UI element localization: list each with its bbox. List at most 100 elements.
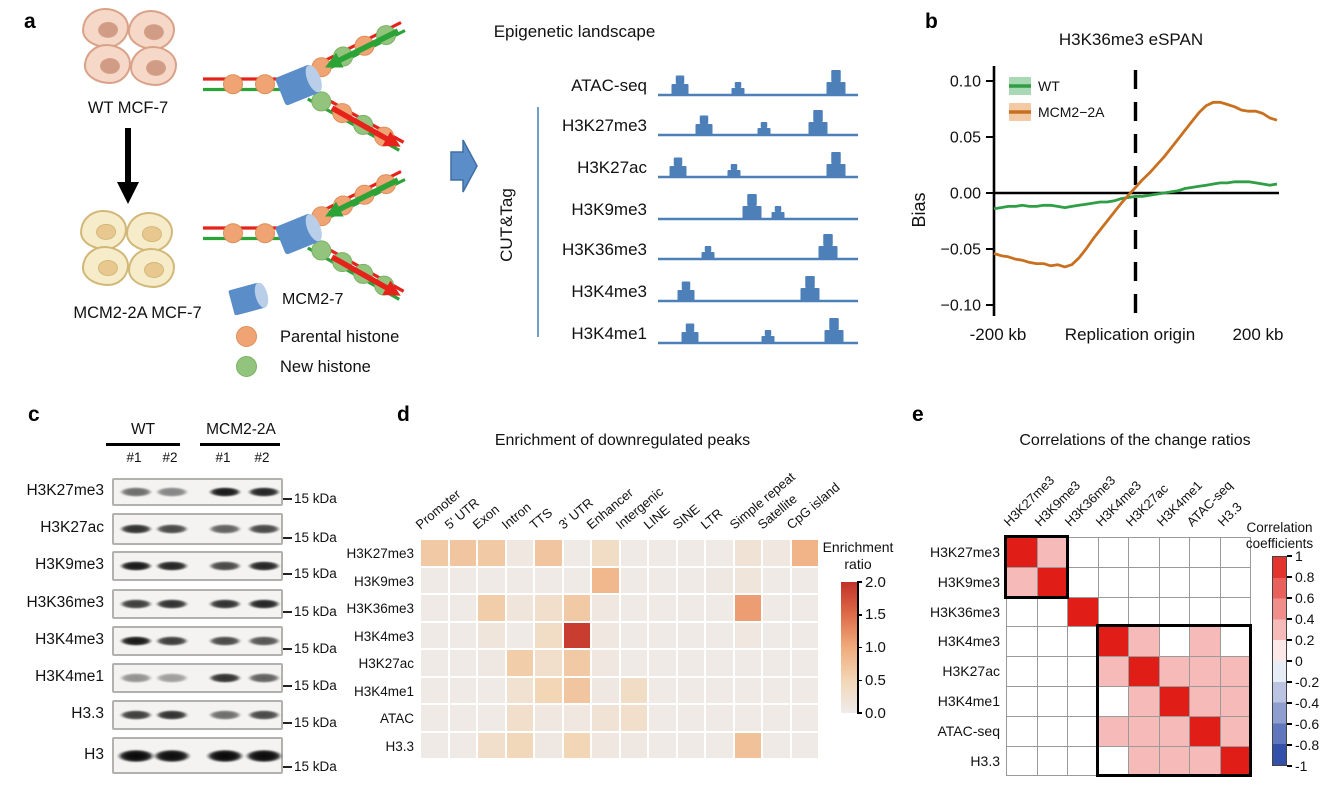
heatmap-cell [563, 677, 590, 703]
wb-row-label: H3K9me3 [35, 556, 104, 573]
heatmap-cell [763, 705, 790, 731]
heatmap-cell [620, 540, 647, 566]
heatmap-cell [563, 650, 590, 676]
wb-band [205, 709, 245, 721]
heatmap-cell [592, 540, 619, 566]
wb-band [149, 747, 195, 764]
fork-MCM2-2A [203, 170, 406, 301]
heatmap-cell [734, 567, 761, 593]
heatmap-cell [791, 677, 818, 703]
fork-WT [203, 21, 406, 152]
heatmap-cell [734, 677, 761, 703]
colorbar-gradient [841, 582, 857, 713]
correlation-colorbar-title-1: Correlation [1246, 520, 1313, 535]
heatmap-cell [563, 732, 590, 758]
wb-band [244, 598, 284, 610]
correlation-cell [1037, 657, 1067, 686]
colorbar-tick: 2.0 [865, 573, 886, 591]
cell-nucleus [143, 261, 165, 279]
correlation-cell [1037, 627, 1067, 657]
heatmap-cell [478, 567, 505, 593]
correlation-cell [1068, 567, 1098, 597]
heatmap-cell [649, 677, 676, 703]
correlation-cell [1159, 746, 1189, 776]
correlation-cell [1098, 627, 1128, 657]
track-label: H3K27me3 [561, 116, 647, 135]
wb-band [113, 747, 160, 764]
correlation-cell [1220, 716, 1250, 746]
correlation-cell [1220, 686, 1250, 716]
correlation-title: Correlations of the change ratios [1019, 432, 1251, 449]
heatmap-cell [649, 650, 676, 676]
wb-band [116, 598, 157, 610]
correlation-cell [1037, 597, 1067, 627]
svg-text:WT: WT [1038, 78, 1060, 94]
colorbar-tick: 0.4 [1295, 610, 1315, 627]
correlation-cell [1129, 657, 1159, 686]
enrichment-row-label: H3K9me3 [353, 573, 414, 589]
wb-size-marker: 15 kDa [283, 604, 337, 619]
colorbar-tick: 1 [1295, 547, 1303, 564]
correlation-cell [1098, 716, 1128, 746]
heatmap-cell [592, 650, 619, 676]
heatmap-cell [506, 622, 533, 648]
wb-band [116, 486, 157, 498]
heatmap-cell [535, 732, 562, 758]
track-label: H3K4me3 [571, 282, 647, 301]
heatmap-cell [620, 650, 647, 676]
heatmap-cell [592, 567, 619, 593]
heatmap-cell [535, 650, 562, 676]
heatmap-cell [734, 622, 761, 648]
heatmap-cell [478, 650, 505, 676]
heatmap-cell [535, 540, 562, 566]
svg-text:-200 kb: -200 kb [970, 325, 1027, 344]
wb-band [152, 523, 192, 535]
parental-histone [223, 223, 243, 244]
heatmap-cell [763, 540, 790, 566]
correlation-cell [1220, 538, 1250, 567]
heatmap-cell [677, 622, 704, 648]
correlation-cell [1098, 657, 1128, 686]
correlation-cell [1007, 538, 1037, 567]
wb-band [244, 709, 284, 721]
heatmap-cell [734, 732, 761, 758]
wb-band [205, 560, 245, 572]
colorbar-tick: -0.8 [1295, 736, 1320, 753]
new-histone [311, 91, 332, 112]
series-WT [993, 180, 1278, 211]
parental-histone [223, 74, 243, 95]
wb-lane-label: #2 [162, 450, 178, 465]
heatmap-cell [620, 677, 647, 703]
correlation-cell [1007, 567, 1037, 597]
heatmap-cell [478, 677, 505, 703]
wb-blot [112, 737, 287, 774]
wb-lane-label: #1 [126, 450, 142, 465]
heatmap-cell [478, 622, 505, 648]
heatmap-cell [791, 595, 818, 621]
correlation-cell [1190, 597, 1220, 627]
correlation-cell [1159, 716, 1189, 746]
correlation-cell [1007, 716, 1037, 746]
heatmap-cell [706, 622, 733, 648]
heatmap-cell [706, 567, 733, 593]
heatmap-cell [620, 732, 647, 758]
wb-row-label: H3K4me3 [35, 631, 104, 648]
correlation-cell [1098, 538, 1128, 567]
heatmap-cell [421, 732, 448, 758]
panel-d-label: d [397, 403, 410, 426]
enrichment-col-header: Intron [498, 499, 534, 533]
correlation-colorbar-title-2: coefficients [1245, 536, 1314, 551]
correlation-cell [1220, 746, 1250, 776]
heatmap-cell [706, 650, 733, 676]
heatmap-cell [649, 732, 676, 758]
correlation-cell [1129, 686, 1159, 716]
enrichment-row-label: H3K27me3 [346, 546, 414, 561]
wb-band [116, 672, 157, 684]
heatmap-cell [535, 567, 562, 593]
colorbar-tick: 1.0 [865, 639, 886, 656]
heatmap-cell [791, 567, 818, 593]
colorbar-tick: -0.2 [1295, 673, 1320, 690]
espan-title: H3K36me3 eSPAN [1058, 30, 1204, 49]
cell-nucleus [99, 57, 121, 75]
correlation-cell [1129, 716, 1159, 746]
